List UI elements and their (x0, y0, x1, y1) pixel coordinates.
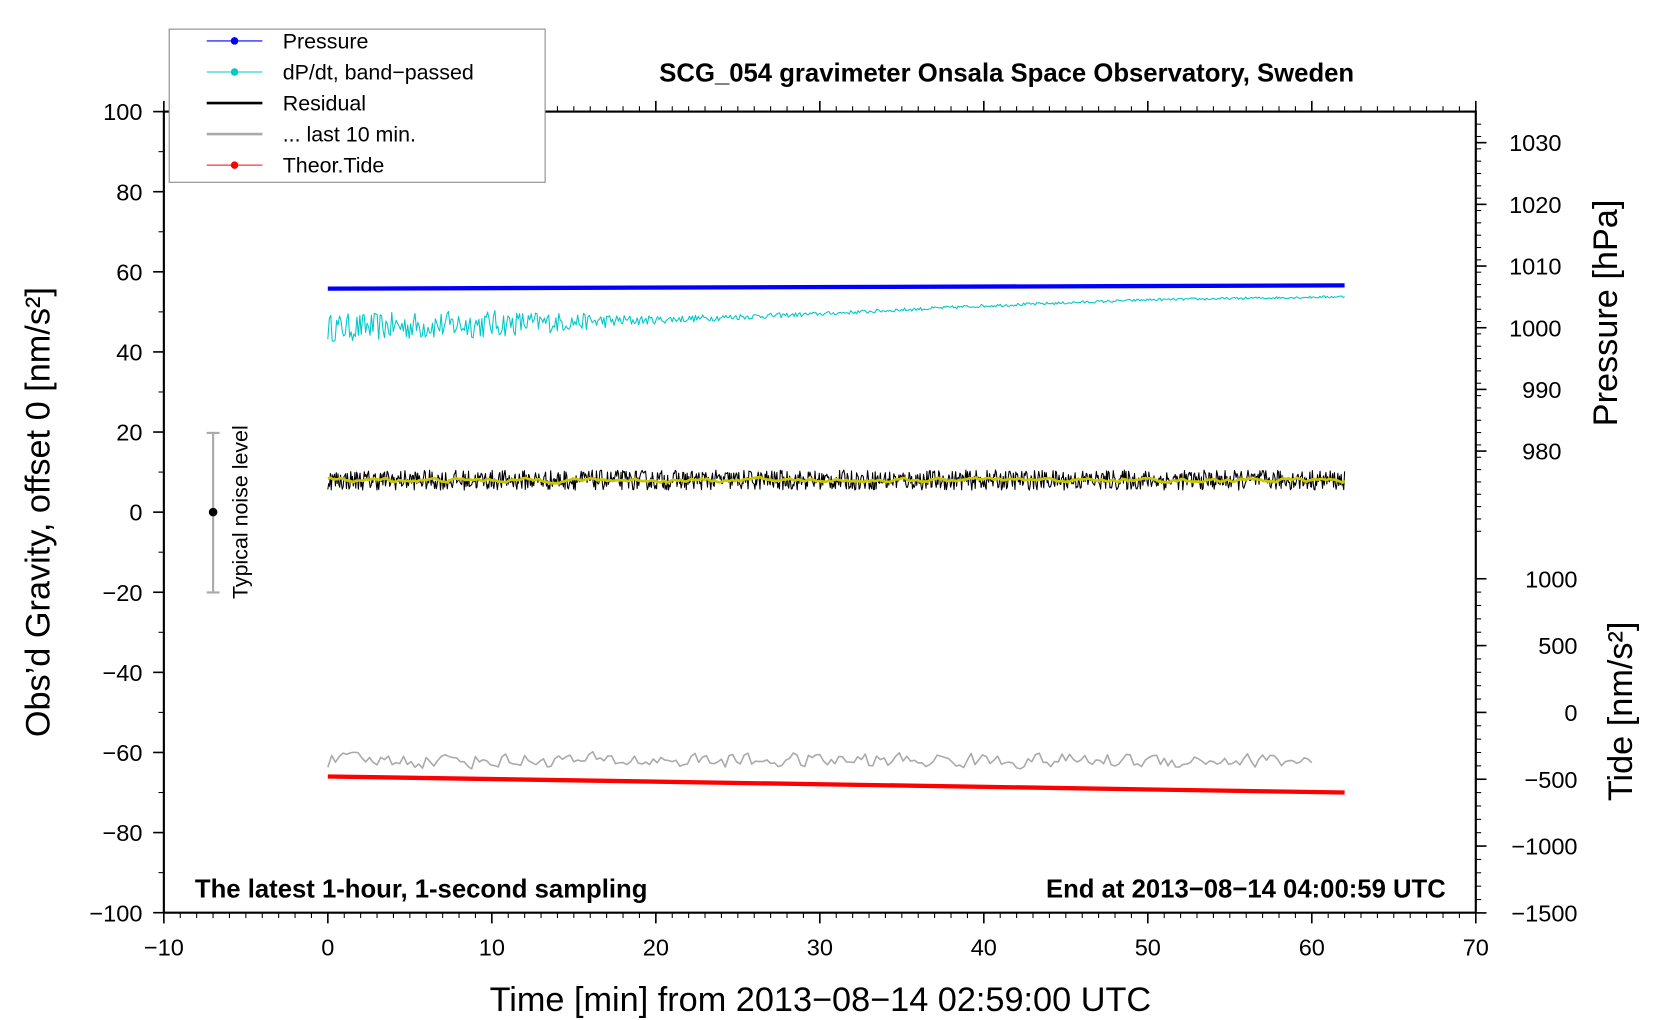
legend-label: Pressure (283, 29, 369, 53)
tide-tick-label: −1000 (1511, 834, 1577, 860)
series-last-10-min (327, 750, 1313, 770)
pressure-tick-label: 1030 (1509, 130, 1561, 156)
y-axis-label: Obs’d Gravity, offset 0 [nm/s²] (19, 287, 57, 737)
pressure-tick-label: 1000 (1509, 315, 1561, 341)
y-tick-label: −100 (89, 900, 142, 926)
x-tick-label: 30 (807, 935, 833, 961)
series-dp-dt-band-passed (327, 295, 1345, 342)
x-tick-label: 10 (479, 935, 505, 961)
y-tick-label: 20 (116, 420, 142, 446)
series-pressure (327, 283, 1345, 291)
noise-bar (206, 431, 220, 594)
tide-tick-label: −1500 (1511, 900, 1577, 926)
x-tick-label: 70 (1463, 935, 1489, 961)
legend: Pressure dP/dt, band−passed Residual ... la… (168, 28, 546, 183)
pressure-tick-label: 980 (1522, 439, 1561, 465)
legend-label: Theor.Tide (283, 154, 385, 178)
series-layer (327, 283, 1346, 795)
legend-marker (230, 68, 239, 76)
y-tick-label: 0 (129, 500, 142, 526)
chart-title: SCG_054 gravimeter Onsala Space Observat… (659, 60, 1354, 88)
x-axis-label: Time [min] from 2013−08−14 02:59:00 UTC (490, 981, 1152, 1019)
x-tick-label: 20 (643, 935, 669, 961)
axis-ticks: −10 0 10 20 30 40 50 60 70100806040200−20−40−60−… (89, 99, 1577, 960)
y-tick-label: −40 (102, 660, 142, 686)
x-tick-label: 50 (1135, 935, 1161, 961)
tide-tick-label: 500 (1538, 633, 1577, 659)
y-tick-label: −80 (102, 820, 142, 846)
series-theor-tide (327, 774, 1345, 795)
y-tick-label: 40 (116, 339, 142, 365)
annotation-end-time: End at 2013−08−14 04:00:59 UTC (1046, 876, 1446, 904)
y-tick-label: 80 (116, 179, 142, 205)
tide-tick-label: −500 (1524, 767, 1577, 793)
x-tick-label: 0 (321, 935, 334, 961)
pressure-tick-label: 1010 (1509, 254, 1561, 280)
pressure-tick-label: 1020 (1509, 192, 1561, 218)
y-tick-label: 60 (116, 259, 142, 285)
y-tick-label: −60 (102, 740, 142, 766)
noise-label: Typical noise level (228, 425, 252, 599)
x-tick-label: −10 (144, 935, 184, 961)
legend-marker (230, 161, 239, 169)
pressure-tick-label: 990 (1522, 377, 1561, 403)
legend-label: ... last 10 min. (283, 123, 416, 147)
tide-tick-label: 0 (1564, 700, 1577, 726)
annotation-sampling: The latest 1-hour, 1-second sampling (195, 876, 647, 904)
legend-label: Residual (283, 92, 366, 116)
y-tick-label: 100 (103, 99, 142, 125)
legend-marker (230, 37, 239, 45)
series-residual (327, 469, 1346, 491)
y-tick-label: −20 (102, 580, 142, 606)
x-tick-label: 40 (971, 935, 997, 961)
tide-tick-label: 1000 (1525, 566, 1577, 592)
x-tick-label: 60 (1299, 935, 1325, 961)
pressure-axis-label: Pressure [hPa] (1587, 200, 1625, 427)
series-residual-smoothed (327, 475, 1346, 485)
legend-label: dP/dt, band−passed (283, 60, 474, 84)
tide-axis-label: Tide [nm/s²] (1602, 622, 1640, 802)
